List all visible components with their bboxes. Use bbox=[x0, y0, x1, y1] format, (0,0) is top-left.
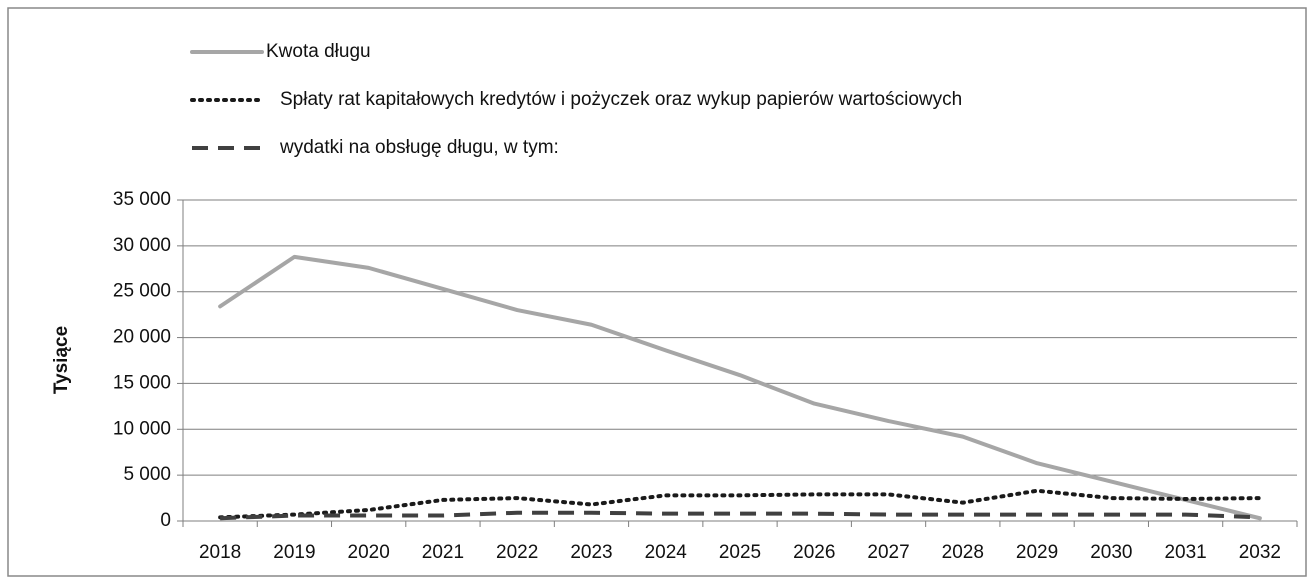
x-tick-label: 2019 bbox=[273, 542, 315, 563]
y-tick-label: 35 000 bbox=[113, 189, 171, 210]
x-tick-label: 2032 bbox=[1239, 542, 1281, 563]
x-tick-label: 2023 bbox=[570, 542, 612, 563]
legend-label: wydatki na obsługę długu, w tym: bbox=[279, 137, 559, 158]
x-tick-label: 2021 bbox=[422, 542, 464, 563]
x-tick-label: 2026 bbox=[793, 542, 835, 563]
y-tick-label: 10 000 bbox=[113, 418, 171, 439]
y-tick-label: 20 000 bbox=[113, 327, 171, 348]
y-tick-label: 0 bbox=[160, 510, 171, 531]
y-tick-label: 25 000 bbox=[113, 281, 171, 302]
series-line bbox=[218, 254, 1262, 521]
x-tick-label: 2020 bbox=[348, 542, 390, 563]
x-tick-label: 2030 bbox=[1090, 542, 1132, 563]
series-line bbox=[220, 510, 1260, 521]
x-tick-label: 2018 bbox=[199, 542, 241, 563]
y-tick-label: 30 000 bbox=[113, 235, 171, 256]
legend-label: Kwota długu bbox=[266, 41, 371, 62]
legend-label: Spłaty rat kapitałowych kredytów i pożyc… bbox=[280, 89, 962, 110]
chart-border bbox=[7, 7, 1307, 577]
x-tick-label: 2028 bbox=[942, 542, 984, 563]
y-axis-label: Tysiące bbox=[51, 326, 72, 394]
x-tick-label: 2029 bbox=[1016, 542, 1058, 563]
y-tick-label: 5 000 bbox=[123, 464, 171, 485]
series-line bbox=[218, 488, 1262, 520]
x-tick-label: 2031 bbox=[1164, 542, 1206, 563]
y-tick-label: 15 000 bbox=[113, 372, 171, 393]
x-tick-label: 2022 bbox=[496, 542, 538, 563]
x-tick-label: 2025 bbox=[719, 542, 761, 563]
x-tick-label: 2024 bbox=[645, 542, 688, 563]
x-tick-label: 2027 bbox=[867, 542, 909, 563]
